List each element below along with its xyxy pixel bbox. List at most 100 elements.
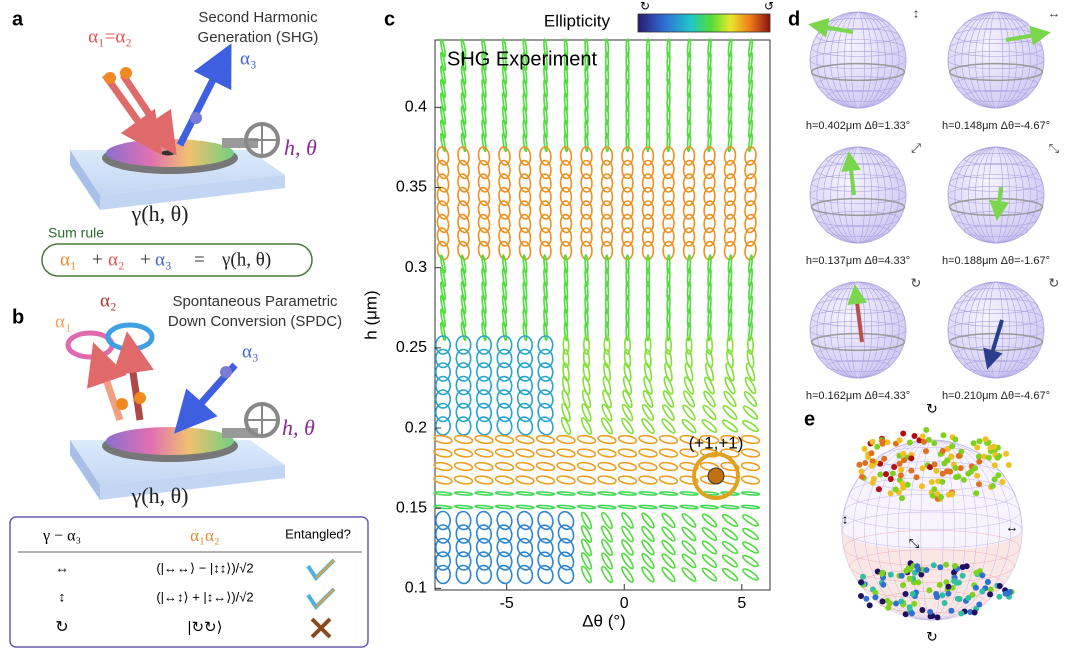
polarization-ellipse <box>557 551 575 571</box>
polarization-ellipse <box>496 551 513 571</box>
polarization-ellipse <box>539 186 552 207</box>
state-dot <box>976 458 983 465</box>
state-dot <box>923 567 930 573</box>
polarization-ellipse <box>498 146 511 166</box>
polarization-ellipse <box>455 537 472 558</box>
polarization-ellipse <box>625 132 630 153</box>
polarization-ellipse <box>641 566 655 583</box>
axis-icon: ↕ <box>842 511 849 526</box>
polarization-ellipse <box>602 389 612 409</box>
polarization-ellipse <box>433 461 453 472</box>
polarization-ellipse <box>496 402 513 423</box>
polarization-ellipse <box>621 403 634 422</box>
polarization-ellipse <box>433 491 453 496</box>
state-dot <box>974 472 981 479</box>
polarization-ellipse <box>600 200 614 220</box>
polarization-ellipse <box>436 159 450 180</box>
state-dot <box>957 465 964 472</box>
check-icon <box>306 587 336 611</box>
polarization-ellipse <box>686 132 692 153</box>
polarization-ellipse <box>681 418 697 434</box>
polarization-ellipse <box>722 405 738 420</box>
polarization-ellipse <box>745 362 756 382</box>
state-dot <box>923 426 930 433</box>
polarization-ellipse <box>475 564 493 585</box>
polarization-ellipse <box>703 146 716 166</box>
polarization-ellipse <box>617 448 638 458</box>
state-dot <box>945 583 952 590</box>
polarization-ellipse <box>645 308 651 328</box>
polarization-ellipse <box>477 146 491 166</box>
polarization-ellipse <box>537 564 554 585</box>
y-tick-label: 0.3 <box>405 259 427 276</box>
polarization-ellipse <box>453 461 474 472</box>
state-dot <box>908 610 915 617</box>
state-dot <box>856 461 863 468</box>
polarization-ellipse <box>576 504 597 510</box>
polarization-ellipse <box>453 475 474 485</box>
polarization-ellipse <box>434 551 452 571</box>
table-cell: ↔ <box>55 560 69 576</box>
polarization-ellipse <box>702 404 717 421</box>
polarization-ellipse <box>638 434 658 445</box>
state-dot <box>976 481 982 488</box>
polarization-ellipse <box>600 213 614 234</box>
state-dot <box>918 571 925 578</box>
polarization-ellipse <box>641 240 655 261</box>
polarization-ellipse <box>604 65 610 85</box>
sphere-parallel <box>963 224 1029 238</box>
polarization-ellipse <box>559 146 573 166</box>
state-dot <box>913 474 920 481</box>
sphere-parallel <box>810 332 906 352</box>
polarization-ellipse <box>475 335 493 355</box>
polarization-ellipse <box>539 146 552 166</box>
polarization-ellipse <box>617 491 638 496</box>
polarization-ellipse <box>685 335 693 355</box>
polarization-ellipse <box>703 186 716 207</box>
state-dot <box>900 430 907 437</box>
state-dot <box>879 570 885 577</box>
polarization-ellipse <box>604 105 610 126</box>
polarization-ellipse <box>453 491 474 496</box>
polarization-ellipse <box>455 524 472 544</box>
state-dot <box>973 490 980 497</box>
sphere-caption: h=0.148μm Δθ=-4.67° <box>942 120 1050 132</box>
polarization-ellipse <box>721 540 739 555</box>
polarization-ellipse <box>625 65 630 85</box>
sphere-parallel <box>825 359 891 373</box>
polarization-ellipse <box>477 200 491 220</box>
state-dot <box>923 448 929 455</box>
sphere-parallel <box>816 211 900 227</box>
polarization-ellipse <box>561 389 571 409</box>
state-dot <box>929 492 936 499</box>
polarization-ellipse <box>516 564 534 585</box>
polarization-ellipse <box>460 321 467 342</box>
polarization-ellipse <box>645 267 651 288</box>
polarization-ellipse <box>604 254 610 274</box>
polarization-arrow <box>983 319 1004 370</box>
polarization-arrow <box>989 186 1010 221</box>
polarization-ellipse <box>645 294 651 315</box>
state-dot <box>937 564 944 571</box>
polarization-ellipse <box>455 416 472 436</box>
check-icon <box>306 558 336 582</box>
polarization-ellipse <box>460 65 467 85</box>
state-dot <box>951 578 958 584</box>
polarization-ellipse <box>494 491 515 496</box>
state-dot <box>868 450 875 457</box>
polarization-ellipse <box>661 526 676 542</box>
polarization-ellipse <box>559 186 573 207</box>
pole-icon: ↻ <box>926 401 938 417</box>
polarization-ellipse <box>701 526 718 542</box>
polarization-ellipse <box>600 146 614 166</box>
polarization-ellipse <box>439 38 447 58</box>
state-dot <box>899 480 906 487</box>
state-dot <box>926 587 933 594</box>
polarization-ellipse <box>496 416 513 436</box>
polarization-ellipse <box>641 173 655 193</box>
chart-title: SHG Experiment <box>447 48 597 70</box>
polarization-ellipse <box>498 213 511 234</box>
polarization-ellipse <box>720 434 740 445</box>
state-dot <box>911 600 918 607</box>
state-dot <box>941 600 948 606</box>
